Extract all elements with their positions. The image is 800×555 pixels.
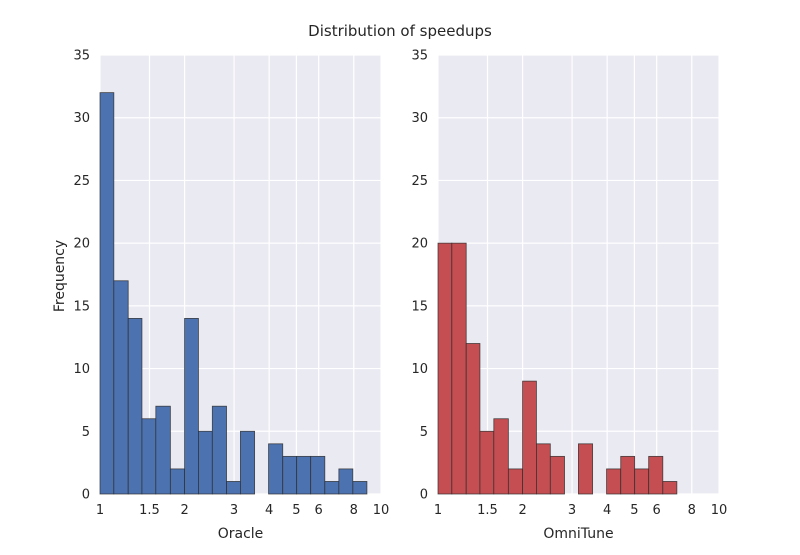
histogram-bar — [184, 317, 199, 495]
histogram-bar — [620, 455, 636, 495]
x-tick-label: 3 — [568, 503, 576, 518]
x-tick-label: 3 — [230, 503, 238, 518]
x-tick-label: 1 — [96, 503, 104, 518]
histogram-bar — [99, 92, 115, 495]
histogram-bar — [578, 443, 594, 495]
x-tick-label: 10 — [711, 503, 728, 518]
x-tick-label: 1 — [434, 503, 442, 518]
histogram-bar — [141, 418, 157, 495]
histogram-bar — [324, 481, 340, 495]
x-tick-label: 2 — [180, 503, 188, 518]
histogram-bar — [522, 380, 537, 495]
y-tick-label: 5 — [82, 425, 90, 440]
y-tick-label: 20 — [73, 237, 90, 252]
x-tick-label: 1.5 — [477, 503, 498, 518]
y-tick-label: 15 — [411, 299, 428, 314]
y-tick-label: 5 — [420, 425, 428, 440]
y-tick-label: 30 — [411, 111, 428, 126]
histogram-bar — [479, 430, 495, 495]
x-tick-label: 2 — [518, 503, 526, 518]
y-tick-label: 25 — [411, 174, 428, 189]
histogram-bar — [648, 455, 664, 495]
y-tick-label: 35 — [73, 49, 90, 64]
x-tick-label: 8 — [688, 503, 696, 518]
y-tick-label: 35 — [411, 49, 428, 64]
y-tick-label: 0 — [82, 488, 90, 503]
x-tick-label: 4 — [603, 503, 611, 518]
histogram-bar — [493, 418, 509, 495]
chart-title: Distribution of speedups — [308, 22, 492, 40]
x-tick-label: 10 — [373, 503, 390, 518]
histogram-bar — [662, 481, 678, 495]
histogram-bar — [113, 280, 129, 495]
y-tick-label: 25 — [73, 174, 90, 189]
histogram-bar — [155, 405, 171, 495]
y-tick-label: 20 — [411, 237, 428, 252]
histogram-bar — [507, 468, 523, 495]
histogram-bar — [226, 481, 241, 495]
y-tick-label: 0 — [420, 488, 428, 503]
x-tick-label: 1.5 — [139, 503, 160, 518]
histogram-bar — [465, 343, 481, 495]
histogram-bar — [169, 468, 185, 495]
histogram-bar — [127, 317, 143, 495]
y-tick-label: 30 — [73, 111, 90, 126]
histogram-bar — [240, 430, 256, 495]
plot-background — [438, 55, 719, 494]
x-axis-label: Oracle — [218, 526, 264, 542]
y-tick-label: 15 — [73, 299, 90, 314]
histogram-bar — [338, 468, 354, 495]
x-tick-label: 8 — [350, 503, 358, 518]
histogram-bar — [198, 430, 213, 495]
histogram-bar — [437, 242, 453, 495]
x-axis-label: OmniTune — [543, 526, 613, 542]
x-tick-label: 4 — [265, 503, 273, 518]
x-tick-label: 6 — [315, 503, 323, 518]
y-tick-label: 10 — [73, 362, 90, 377]
x-tick-label: 6 — [653, 503, 661, 518]
histogram-bar — [634, 468, 650, 495]
histogram-bar — [606, 468, 622, 495]
histogram-bar — [282, 455, 298, 495]
histogram-bar — [310, 455, 326, 495]
y-axis-label: Frequency — [52, 240, 68, 312]
histogram-bar — [211, 405, 227, 495]
x-tick-label: 5 — [630, 503, 638, 518]
x-tick-label: 5 — [292, 503, 300, 518]
histogram-bar — [536, 443, 551, 495]
histogram-bar — [549, 455, 565, 495]
histogram-bar — [268, 443, 284, 495]
y-tick-label: 10 — [411, 362, 428, 377]
histogram-bar — [296, 455, 312, 495]
histogram-bar — [352, 481, 368, 495]
histogram-bar — [451, 242, 467, 495]
